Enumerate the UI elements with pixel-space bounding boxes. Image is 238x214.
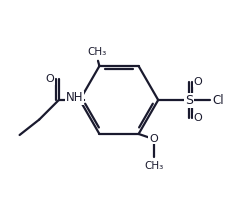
- Text: Cl: Cl: [212, 94, 224, 107]
- Text: O: O: [149, 134, 158, 144]
- Text: NH: NH: [66, 91, 83, 104]
- Text: O: O: [193, 77, 202, 87]
- Text: O: O: [46, 74, 55, 84]
- Text: S: S: [185, 94, 193, 107]
- Text: CH₃: CH₃: [144, 161, 164, 171]
- Text: O: O: [193, 113, 202, 123]
- Text: CH₃: CH₃: [87, 47, 106, 57]
